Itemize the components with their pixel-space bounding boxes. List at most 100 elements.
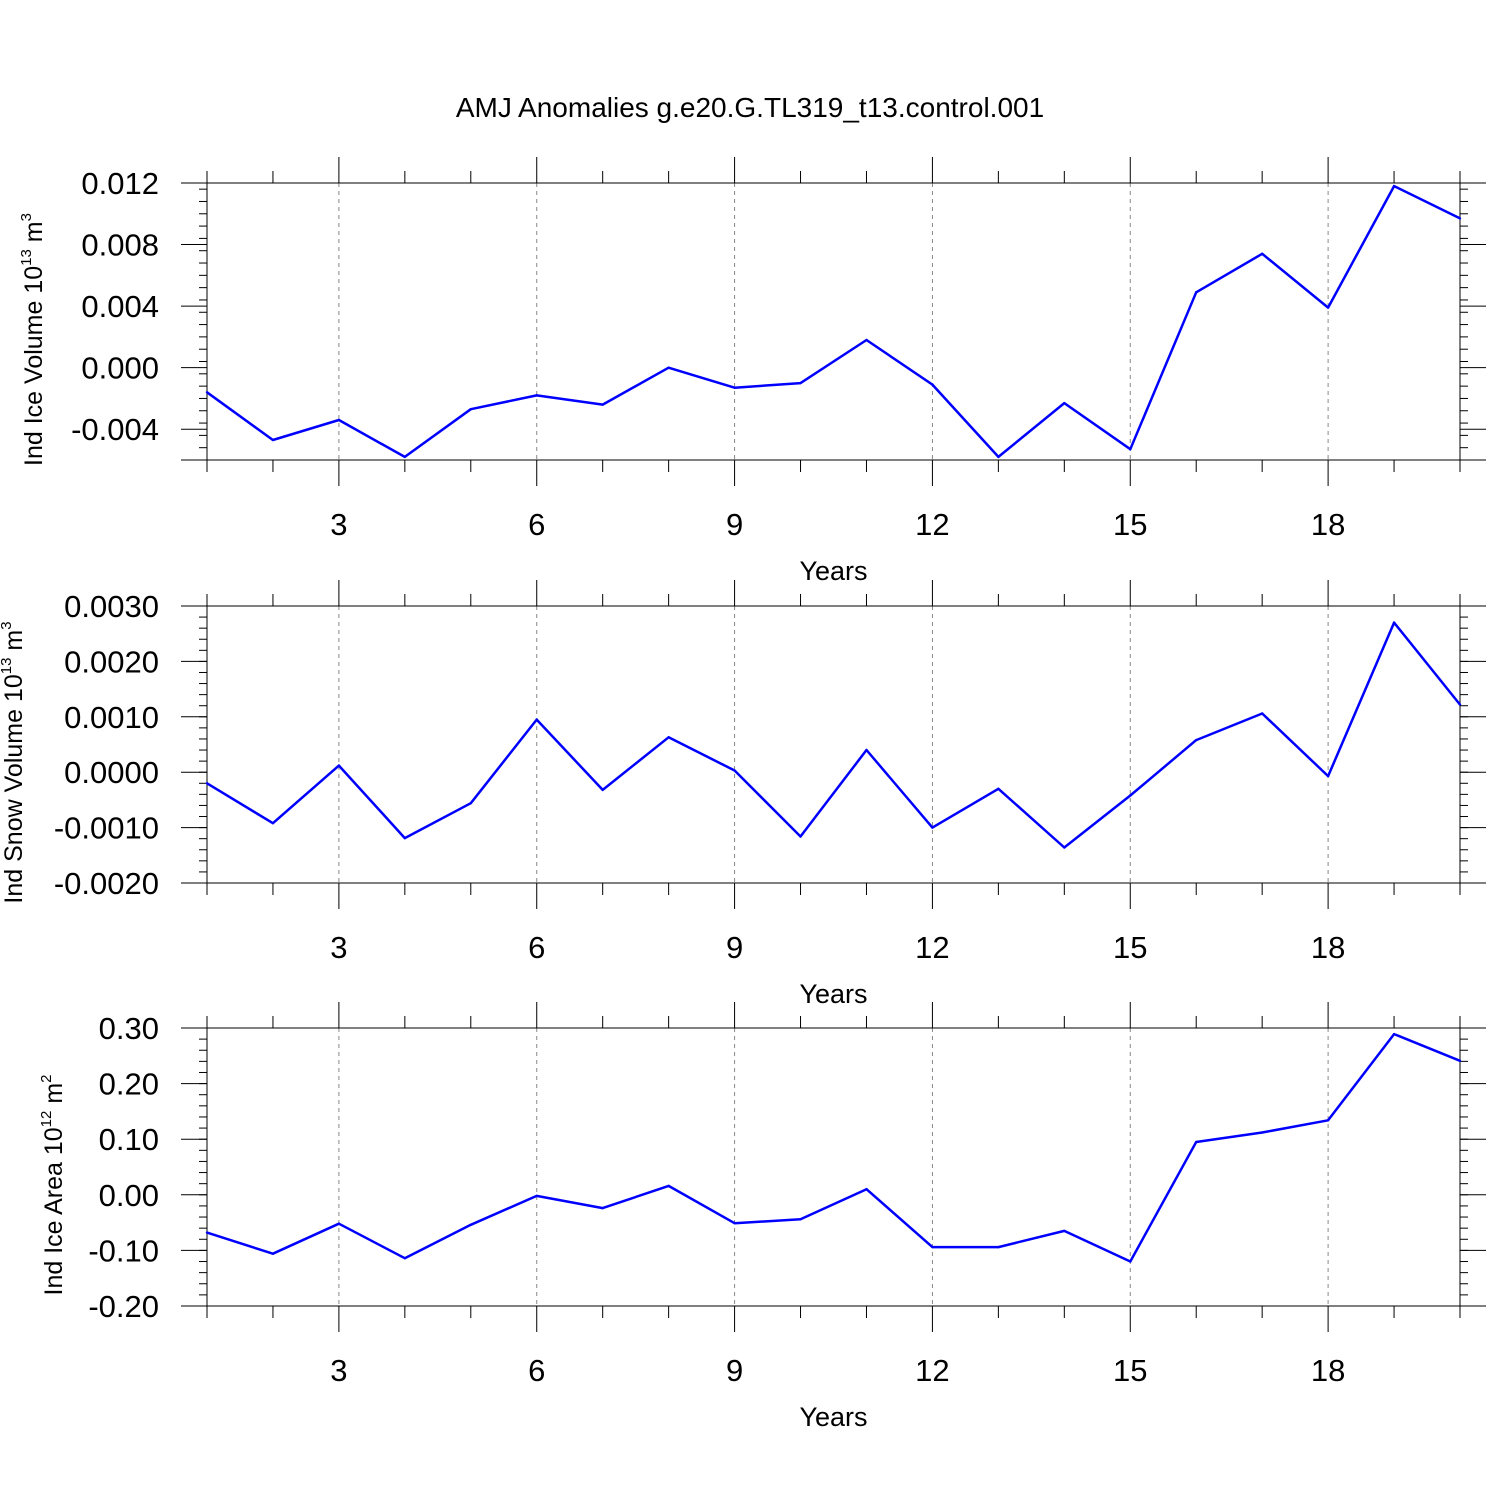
data-point xyxy=(931,1245,934,1249)
y-axis-label-text: Ind Ice Area 10 xyxy=(40,1127,68,1295)
data-point xyxy=(799,835,802,838)
series-line xyxy=(206,1032,1461,1263)
data-point xyxy=(733,1221,736,1225)
x-tick-label: 15 xyxy=(1113,930,1147,965)
data-point xyxy=(1260,712,1264,715)
data-point xyxy=(205,1231,209,1234)
data-point xyxy=(205,391,209,394)
data-point xyxy=(1392,184,1396,188)
y-tick-label: 0.012 xyxy=(81,166,159,201)
y-axis-label-exponent: 13 xyxy=(18,249,35,266)
y-tick-label: -0.10 xyxy=(88,1233,159,1268)
y-tick-label: 0.0030 xyxy=(64,589,159,624)
data-point xyxy=(271,821,275,825)
x-tick-label: 12 xyxy=(915,1353,949,1388)
data-point xyxy=(535,394,538,397)
x-axis-label: Years xyxy=(799,1402,867,1432)
y-axis-label-unit: m xyxy=(20,221,48,249)
y-tick-label: 0.10 xyxy=(99,1122,159,1157)
series-line xyxy=(206,621,1461,849)
x-tick-label: 6 xyxy=(528,1353,545,1388)
data-point xyxy=(337,1222,341,1225)
y-tick-label: 0.008 xyxy=(81,228,159,263)
data-point xyxy=(601,788,604,792)
x-tick-label: 18 xyxy=(1311,1353,1345,1388)
x-tick-label: 15 xyxy=(1113,507,1147,542)
data-point xyxy=(403,836,407,840)
data-point xyxy=(733,386,736,389)
data-point xyxy=(1458,703,1462,706)
data-point xyxy=(733,769,736,772)
x-tick-label: 9 xyxy=(726,930,743,965)
y-axis-label-unit-exponent: 2 xyxy=(38,1075,55,1083)
x-tick-label: 3 xyxy=(330,507,347,542)
y-axis-label-unit-exponent: 3 xyxy=(18,213,35,221)
x-tick-label: 12 xyxy=(915,930,949,965)
y-axis-label-unit: m xyxy=(0,630,28,658)
y-axis-label: Ind Ice Volume 1013 m3 xyxy=(18,213,48,466)
data-point xyxy=(1195,291,1198,294)
data-point xyxy=(1195,1140,1198,1144)
data-point xyxy=(601,403,604,406)
x-tick-label: 9 xyxy=(726,1353,743,1388)
y-axis-label-unit-exponent: 3 xyxy=(0,621,15,629)
data-point xyxy=(1326,306,1330,309)
data-point xyxy=(1392,1032,1396,1036)
y-tick-label: 0.000 xyxy=(81,351,159,386)
data-point xyxy=(337,764,341,767)
y-tick-label: -0.0010 xyxy=(54,811,159,846)
y-axis-label: Ind Ice Area 1012 m2 xyxy=(38,1075,68,1296)
data-point xyxy=(1129,794,1132,797)
data-point xyxy=(601,1206,604,1210)
x-tick-label: 6 xyxy=(528,930,545,965)
data-point xyxy=(865,1188,868,1191)
data-point xyxy=(799,381,802,385)
y-tick-label: 0.20 xyxy=(99,1067,159,1102)
data-point xyxy=(271,1252,275,1255)
data-point xyxy=(1260,1131,1264,1134)
x-tick-label: 18 xyxy=(1311,507,1345,542)
y-axis-label-unit: m xyxy=(40,1083,68,1111)
data-point xyxy=(271,438,275,442)
data-point xyxy=(997,787,1000,791)
data-point xyxy=(1063,401,1066,405)
data-point xyxy=(403,1256,407,1260)
x-axis-label: Years xyxy=(799,556,867,586)
y-tick-label: 0.0000 xyxy=(64,755,159,790)
data-point xyxy=(1129,448,1132,451)
y-axis-label-exponent: 13 xyxy=(0,658,15,675)
x-axis-label: Years xyxy=(799,979,867,1009)
x-tick-label: 3 xyxy=(330,930,347,965)
data-point xyxy=(1260,252,1264,255)
y-tick-label: -0.0020 xyxy=(54,866,159,901)
data-point xyxy=(469,1223,472,1227)
series-line xyxy=(206,184,1461,459)
data-point xyxy=(1458,217,1462,220)
data-point xyxy=(667,736,670,739)
data-point xyxy=(403,455,407,459)
y-axis-label-text: Ind Ice Volume 10 xyxy=(20,266,48,466)
y-tick-label: 0.004 xyxy=(81,289,159,324)
data-point xyxy=(865,748,868,752)
x-tick-label: 12 xyxy=(915,507,949,542)
y-axis-label-text: Ind Snow Volume 10 xyxy=(0,674,28,903)
data-point xyxy=(1063,1229,1066,1233)
data-point xyxy=(1129,1260,1132,1263)
data-point xyxy=(1392,621,1396,624)
y-axis-label-exponent: 12 xyxy=(38,1111,55,1128)
data-point xyxy=(205,782,209,785)
x-tick-label: 9 xyxy=(726,507,743,542)
chart-title: AMJ Anomalies g.e20.G.TL319_t13.control.… xyxy=(455,92,1045,123)
data-point xyxy=(1195,738,1198,742)
data-point xyxy=(1326,1119,1330,1122)
data-point xyxy=(535,1194,538,1198)
x-tick-label: 3 xyxy=(330,1353,347,1388)
y-axis-label: Ind Snow Volume 1013 m3 xyxy=(0,621,28,903)
y-tick-label: -0.004 xyxy=(71,412,159,447)
y-tick-label: -0.20 xyxy=(88,1289,159,1324)
data-point xyxy=(931,826,934,829)
data-point xyxy=(997,455,1000,459)
data-point xyxy=(1326,774,1330,778)
data-point xyxy=(337,418,341,422)
